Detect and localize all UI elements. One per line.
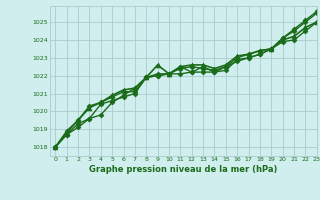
X-axis label: Graphe pression niveau de la mer (hPa): Graphe pression niveau de la mer (hPa) <box>89 165 277 174</box>
